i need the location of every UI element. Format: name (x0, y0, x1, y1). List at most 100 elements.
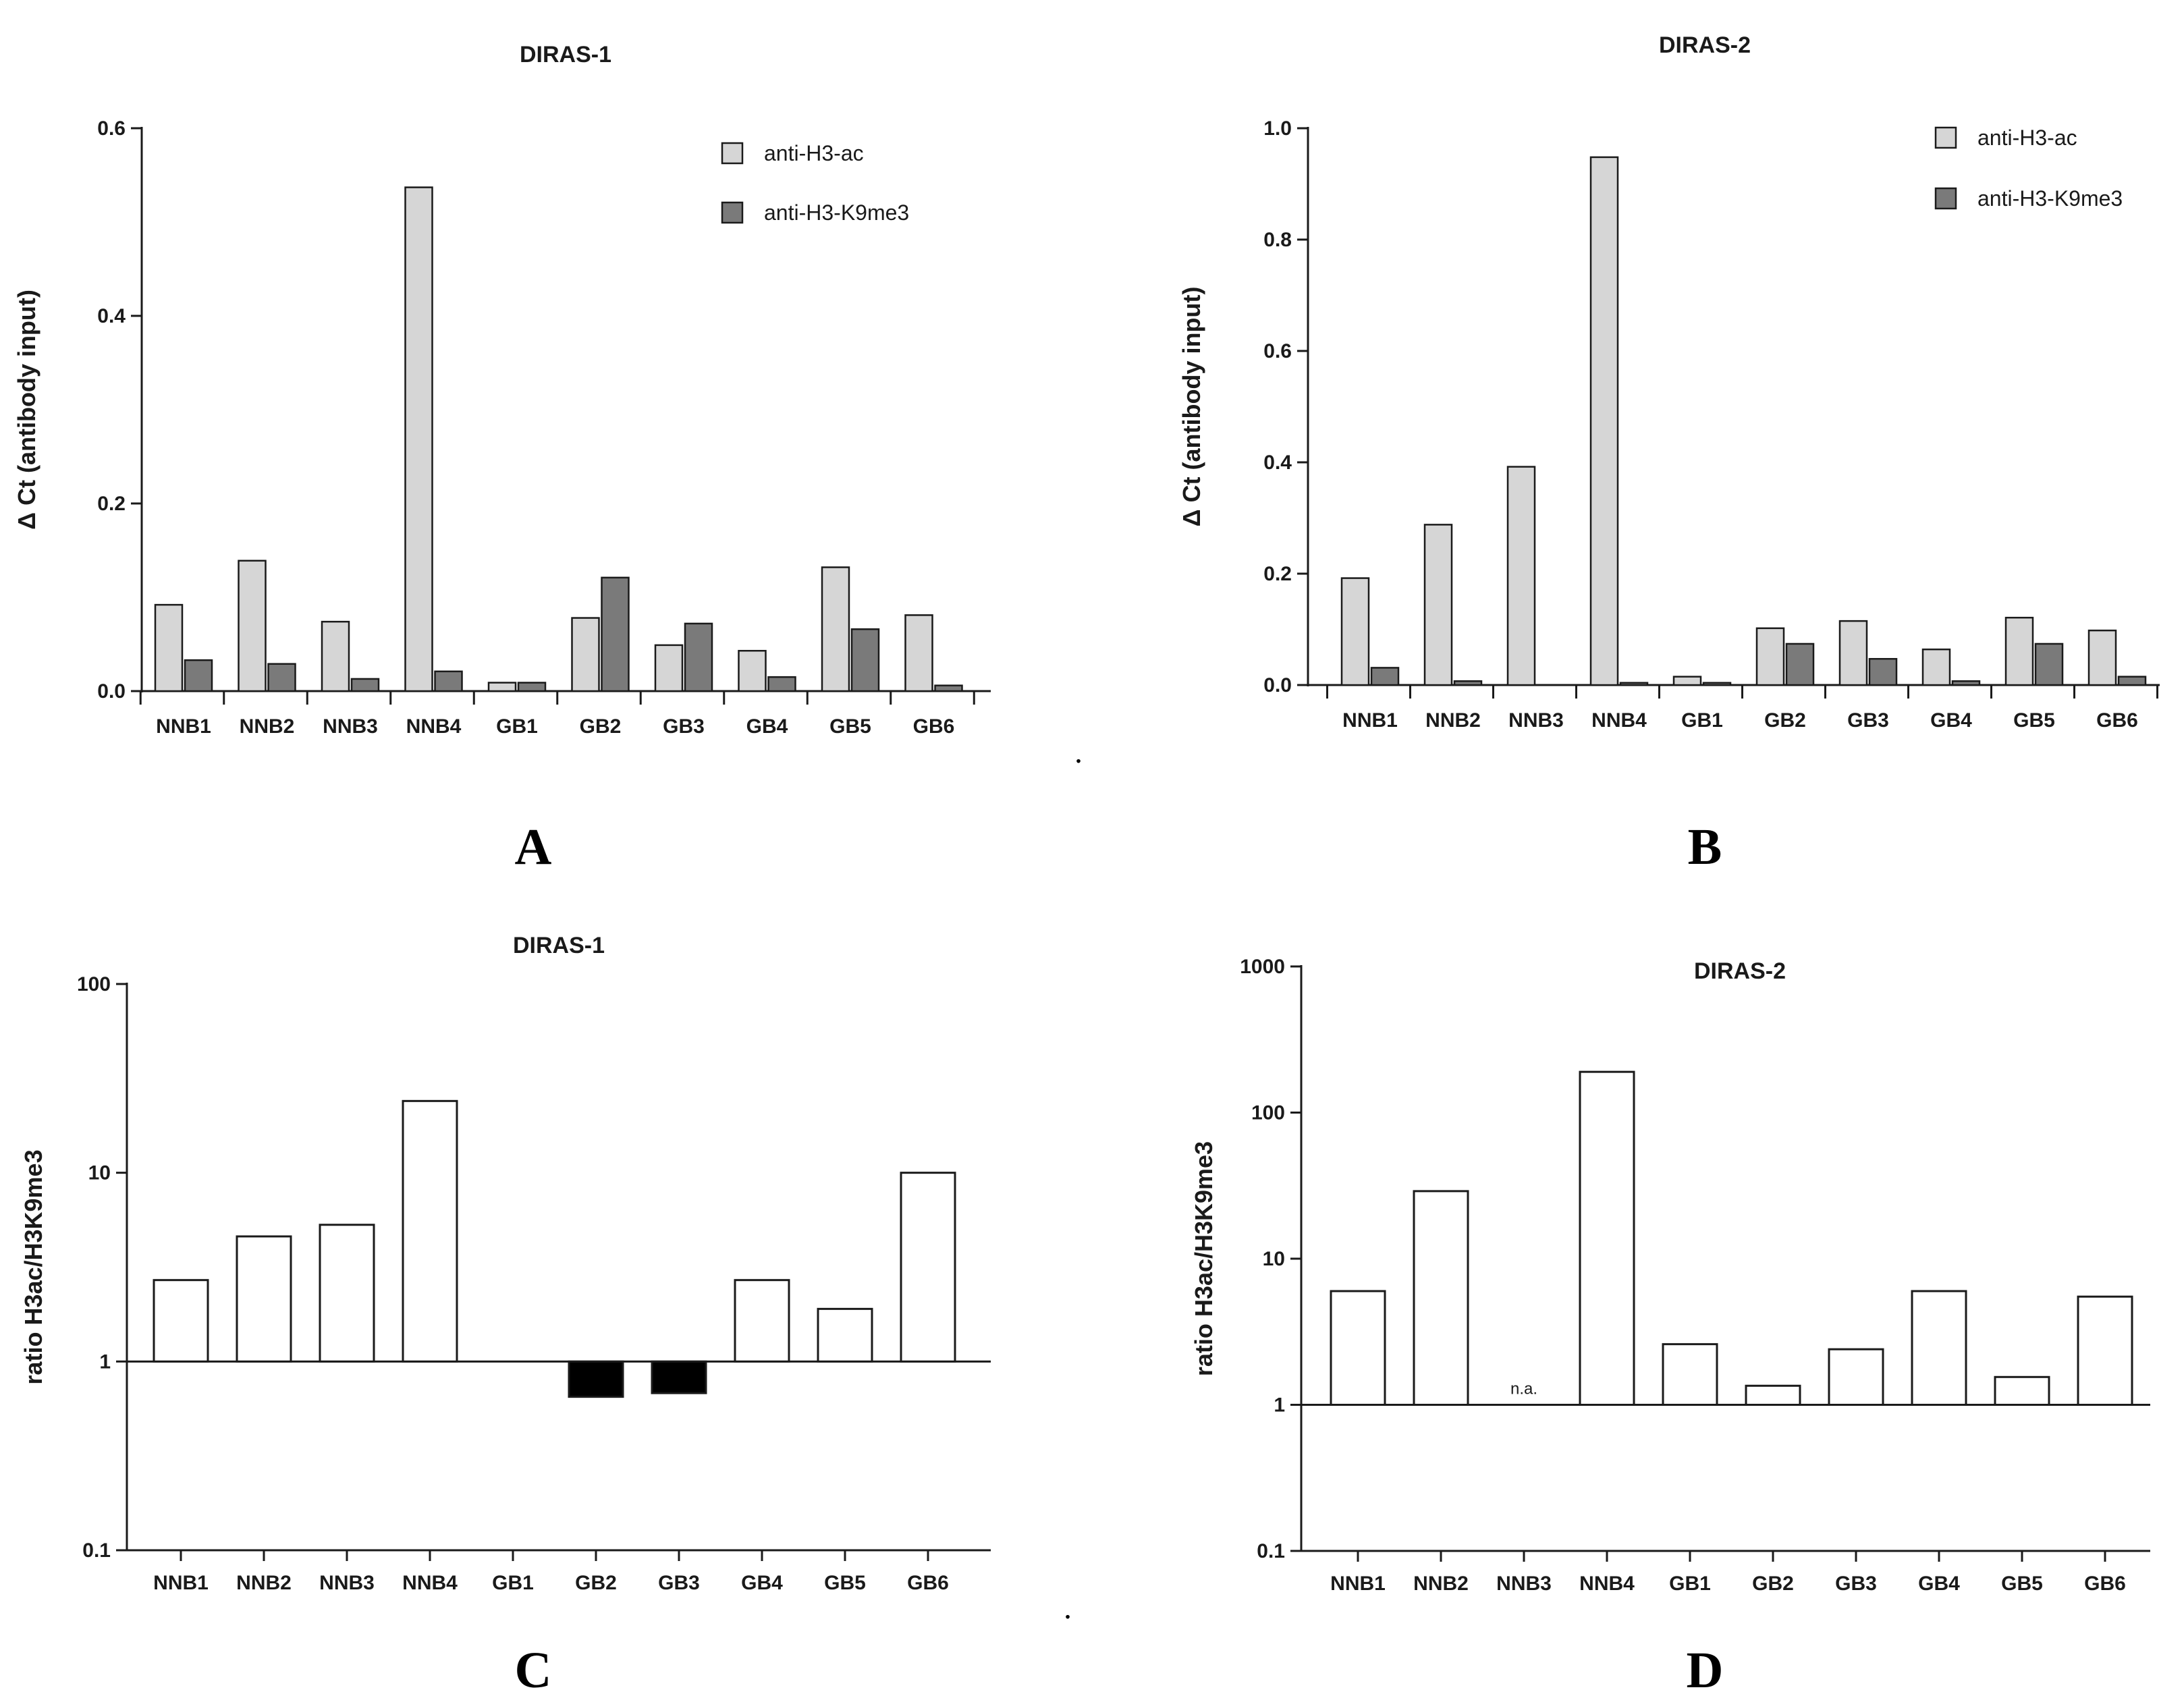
x-tick-label: GB4 (1930, 709, 1972, 732)
ratio-bar-gb6 (900, 1172, 956, 1363)
ratio-bar-gb3 (651, 1360, 707, 1394)
bar-gb4-h3ac (1921, 648, 1951, 686)
x-tick-label: NNB2 (1425, 709, 1481, 732)
x-tick-label: NNB2 (236, 1572, 292, 1594)
ratio-bar-gb2 (1745, 1384, 1801, 1406)
y-tick-label: 0.6 (1263, 340, 1292, 362)
bar-nnb1-h3k9me3 (1370, 667, 1400, 686)
na-annotation: n.a. (1510, 1380, 1537, 1398)
legend-swatch-h3ac (721, 142, 744, 165)
bar-gb6-h3k9me3 (2117, 676, 2147, 686)
bar-gb6-h3ac (2087, 629, 2117, 686)
x-tick-label: NNB2 (240, 715, 295, 738)
x-tick-label: GB2 (575, 1572, 617, 1594)
x-tick-label: GB3 (1835, 1573, 1877, 1595)
panel-letter: B (1688, 819, 1722, 875)
x-tick-label: GB2 (1752, 1573, 1794, 1595)
bar-gb3-h3k9me3 (684, 622, 713, 692)
bar-gb2-h3ac (1755, 627, 1785, 686)
y-axis-label: Δ Ct (antibody input) (1178, 287, 1205, 527)
panel-b: DIRAS-2 Δ Ct (antibody input) 0.0 0.2 0.4 0.6… (1178, 32, 2160, 875)
bar-gb4-h3ac (738, 649, 767, 692)
y-tick-label: 1 (1274, 1394, 1285, 1417)
y-tick-label: 0.1 (82, 1539, 111, 1562)
y-tick-label: 0.0 (1263, 674, 1292, 696)
bar-gb6-h3k9me3 (934, 684, 963, 692)
bar-nnb2-h3ac (238, 559, 267, 692)
y-tick-label: 0.6 (97, 117, 126, 140)
y-axis-label: Δ Ct (antibody input) (13, 290, 40, 530)
bar-gb3-h3ac (1838, 620, 1868, 686)
chart-title: DIRAS-2 (1659, 32, 1751, 58)
bar-gb6-h3ac (904, 614, 933, 692)
x-tick-label: GB2 (580, 715, 622, 738)
x-tick-label: NNB4 (402, 1572, 458, 1594)
y-tick-label: 1.0 (1263, 117, 1292, 140)
x-tick-label: GB4 (741, 1572, 783, 1594)
x-tick-label: GB4 (746, 715, 788, 738)
bar-nnb4-h3ac (1589, 156, 1619, 686)
ratio-bar-gb5 (1994, 1375, 2050, 1406)
legend-label: anti-H3-K9me3 (764, 200, 909, 225)
bar-gb2-h3ac (571, 617, 600, 692)
x-tick-label: GB3 (663, 715, 705, 738)
x-tick-label: NNB3 (1508, 709, 1564, 732)
x-tick-label: NNB3 (1496, 1573, 1552, 1595)
y-tick-label: 1000 (1240, 956, 1285, 978)
bar-nnb4-h3ac (404, 186, 433, 692)
bar-nnb3-h3k9me3 (350, 678, 380, 692)
bar-gb5-h3k9me3 (850, 628, 880, 692)
bar-nnb4-h3k9me3 (1619, 682, 1649, 686)
bar-nnb2-h3k9me3 (267, 663, 296, 692)
bar-nnb3-h3ac (1506, 466, 1536, 686)
x-tick-label: GB1 (496, 715, 538, 738)
legend-label: anti-H3-ac (1977, 126, 2077, 150)
y-tick-label: 0.8 (1263, 229, 1292, 251)
bar-nnb1-h3ac (1340, 577, 1370, 686)
x-tick-label: NNB4 (1579, 1573, 1635, 1595)
y-axis-label: ratio H3ac/H3K9me3 (20, 1149, 47, 1384)
panel-extras: .. (1064, 734, 1083, 1626)
x-tick-label: GB6 (2084, 1573, 2126, 1595)
chart-title: DIRAS-2 (1694, 958, 1786, 984)
x-tick-label: GB6 (907, 1572, 949, 1594)
y-tick-label: 0.0 (97, 680, 126, 703)
x-tick-label: GB6 (913, 715, 955, 738)
y-tick-label: 0.4 (97, 305, 126, 327)
x-tick-label: GB1 (1681, 709, 1723, 732)
x-tick-label: GB1 (1669, 1573, 1711, 1595)
x-tick-label: GB5 (824, 1572, 866, 1594)
x-tick-label: GB4 (1918, 1573, 1960, 1595)
bar-nnb2-h3ac (1423, 524, 1453, 686)
y-tick-label: 100 (77, 973, 111, 995)
ratio-bar-gb3 (1828, 1348, 1884, 1406)
ratio-bar-nnb3 (319, 1224, 375, 1363)
ratio-bar-nnb1 (153, 1279, 209, 1363)
x-tick-label: NNB1 (1342, 709, 1398, 732)
ratio-bar-nnb1 (1330, 1290, 1386, 1406)
y-axis-label: ratio H3ac/H3K9me3 (1190, 1141, 1218, 1376)
panel-c: DIRAS-1 ratio H3ac/H3K9me3 0.1 1 10 100 NNB1 NN… (20, 933, 991, 1694)
ratio-bar-nnb2 (236, 1235, 292, 1363)
y-tick-label: 0.1 (1257, 1540, 1285, 1562)
legend-label: anti-H3-K9me3 (1977, 186, 2123, 211)
y-tick-label: 10 (1263, 1248, 1285, 1270)
x-tick-label: GB5 (829, 715, 871, 738)
x-tick-label: NNB1 (1330, 1573, 1386, 1595)
legend-label: anti-H3-ac (764, 141, 864, 165)
y-tick-label: 0.2 (97, 493, 126, 515)
panel-letter: A (515, 819, 552, 875)
legend-swatch-h3k9me3 (721, 201, 744, 224)
x-tick-label: GB1 (492, 1572, 534, 1594)
x-tick-label: NNB3 (319, 1572, 375, 1594)
y-tick-label: 100 (1251, 1102, 1285, 1124)
x-tick-label: NNB1 (153, 1572, 209, 1594)
x-tick-label: GB6 (2096, 709, 2138, 732)
legend-swatch-h3ac (1934, 126, 1957, 149)
ratio-bar-gb1 (1662, 1343, 1718, 1406)
bar-gb5-h3ac (821, 566, 850, 692)
bar-gb3-h3ac (654, 644, 684, 692)
panel-letter: D (1687, 1642, 1724, 1694)
bar-gb1-h3k9me3 (517, 682, 547, 692)
